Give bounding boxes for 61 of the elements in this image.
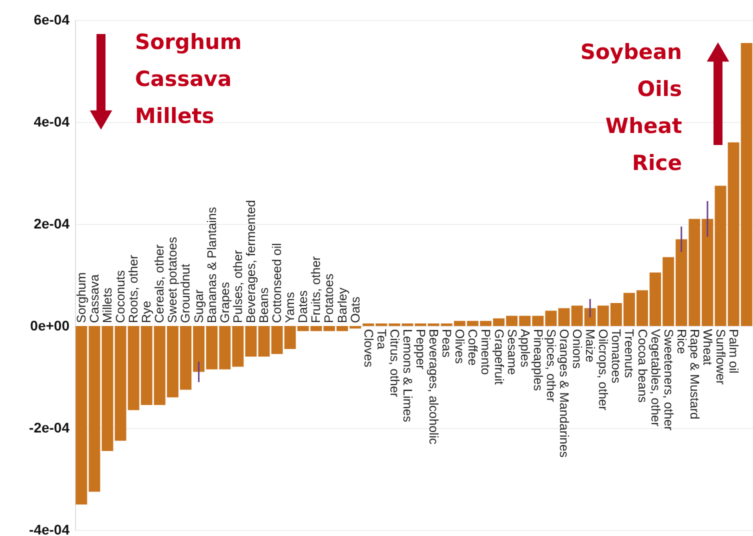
x-tick-label: Pepper bbox=[414, 329, 428, 370]
y-tick-label: 6e-04 bbox=[34, 12, 70, 28]
x-tick-label: Sugar bbox=[192, 290, 206, 323]
x-tick-label: Maize bbox=[583, 329, 598, 362]
x-tick-label: Peas bbox=[440, 329, 454, 358]
x-tick-label: Fruits, other bbox=[309, 256, 324, 323]
x-tick-label: Palm oil bbox=[726, 329, 741, 374]
x-tick-label: Grapes bbox=[218, 282, 232, 323]
x-tick-label: Barley bbox=[335, 286, 350, 323]
x-tick-label: Treenuts bbox=[622, 329, 636, 378]
x-tick-label: Pineapples bbox=[530, 329, 545, 391]
x-tick-label: Spices, other bbox=[544, 329, 558, 402]
y-tick-label: 2e-04 bbox=[34, 216, 70, 232]
x-tick-label: Vegetables, other bbox=[648, 329, 662, 426]
y-tick-label: -4e-04 bbox=[29, 522, 70, 536]
x-tick-label: Grapefruit bbox=[492, 329, 506, 386]
x-tick-label: Sweeteners, other bbox=[661, 329, 676, 430]
x-tick-label: Cocoa beans bbox=[635, 329, 650, 403]
x-tick-label: Oats bbox=[348, 296, 362, 323]
x-tick-label: Sesame bbox=[504, 329, 519, 375]
x-tick-label: Sorghum bbox=[74, 272, 88, 323]
x-tick-label: Yams bbox=[283, 292, 298, 323]
x-tick-label: Sunflower bbox=[714, 329, 728, 385]
x-tick-label: Roots, other bbox=[126, 254, 141, 323]
x-tick-label: Coffee bbox=[466, 329, 480, 366]
x-tick-label: Cloves bbox=[361, 329, 376, 368]
x-tick-label: Coconuts bbox=[114, 270, 128, 323]
x-tick-label: Wheat bbox=[700, 329, 714, 366]
x-tick-label: Beans bbox=[257, 288, 271, 323]
x-tick-label: Cassava bbox=[87, 274, 102, 323]
x-tick-label: Beverages, fermented bbox=[244, 200, 258, 323]
x-tick-label: Apples bbox=[518, 329, 532, 368]
x-tick-label: Cottonseed oil bbox=[270, 243, 284, 323]
x-tick-label: Pimento bbox=[478, 329, 493, 375]
y-tick-label: -2e-04 bbox=[29, 420, 70, 436]
x-tick-label: Sweet potatoes bbox=[166, 236, 180, 323]
x-tick-label: Cereals, other bbox=[152, 244, 167, 323]
x-tick-label: Pulses, other bbox=[230, 250, 245, 323]
y-tick-label: 4e-04 bbox=[34, 114, 70, 130]
x-tick-label: Oranges & Mandarines bbox=[557, 329, 571, 458]
bar bbox=[558, 308, 570, 326]
x-tick-label: Rape & Mustard bbox=[687, 329, 702, 420]
x-tick-label: Potatoes bbox=[322, 274, 336, 323]
x-tick-label: Lemons & Limes bbox=[400, 329, 414, 422]
annotation: Sorghum Cassava Millets bbox=[135, 30, 242, 128]
x-tick-label: Rye bbox=[140, 300, 154, 323]
x-tick-label: Tea bbox=[374, 329, 388, 350]
x-tick-label: Olives bbox=[452, 329, 467, 364]
x-tick-label: Dates bbox=[296, 290, 310, 323]
bar bbox=[258, 326, 270, 357]
y-tick-label: 0e+00 bbox=[30, 318, 70, 334]
x-tick-label: Oilcrops, other bbox=[596, 329, 610, 410]
x-tick-label: Tomatoes bbox=[609, 329, 624, 384]
x-tick-label: Bananas & Plantains bbox=[204, 206, 219, 323]
x-tick-label: Beverages, alcoholic bbox=[426, 329, 441, 444]
x-tick-label: Groundnut bbox=[178, 263, 193, 323]
x-tick-label: Onions bbox=[570, 329, 584, 369]
x-tick-label: Millets bbox=[100, 288, 114, 323]
x-tick-label: Citrus, other bbox=[387, 329, 402, 398]
x-tick-label: Rice bbox=[674, 329, 688, 354]
annotation: Soybean Oils Wheat Rice bbox=[580, 40, 682, 175]
